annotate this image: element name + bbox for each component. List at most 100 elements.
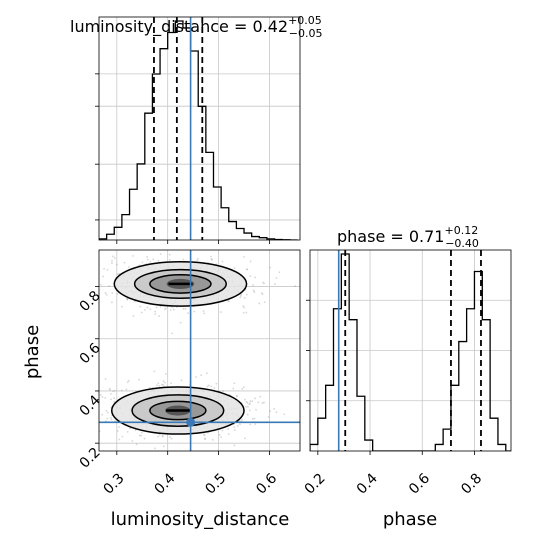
h2-plot-area — [310, 250, 511, 451]
scatter-point — [210, 258, 213, 260]
scatter-point — [172, 308, 175, 311]
scatter-point — [126, 430, 129, 433]
luminosity-distance-histogram-panel — [95, 16, 301, 244]
scatter-point — [160, 243, 162, 245]
scatter-point — [245, 293, 248, 296]
luminosity-distance-title-upper: +0.05 — [288, 14, 322, 27]
scatter-point — [113, 400, 115, 403]
scatter-point — [161, 383, 163, 386]
scatter-point — [126, 298, 129, 301]
mode-0-contour-2 — [113, 260, 248, 307]
scatter-point — [267, 416, 270, 418]
scatter-point — [251, 400, 254, 402]
scatter-point — [99, 394, 102, 396]
h2-xtick-label-1: 0.4 — [354, 470, 381, 497]
scatter-point — [294, 285, 297, 287]
scatter-point — [233, 444, 236, 447]
scatter-point — [273, 407, 276, 410]
scatter-point — [110, 262, 113, 264]
scatter-point — [149, 308, 152, 311]
phase-title-upper: +0.12 — [444, 224, 478, 237]
scatter-point — [158, 434, 161, 436]
scatter-point — [243, 255, 245, 258]
scatter-point — [218, 433, 221, 436]
scatter-point — [235, 395, 238, 398]
luminosity-distance-title-main: luminosity_distance = 0.42 — [70, 17, 288, 37]
scatter-point — [140, 431, 143, 434]
y-axis-label-phase: phase — [22, 325, 43, 379]
scatter-point — [220, 436, 223, 439]
scatter-point — [146, 256, 148, 258]
scatter-point — [249, 275, 252, 278]
scatter-point — [261, 402, 264, 405]
scatter-point — [169, 309, 172, 311]
scatter-point — [211, 438, 214, 441]
scatter-point — [168, 253, 171, 256]
density-xtick-label-2: 0.5 — [202, 471, 229, 498]
scatter-point — [143, 437, 146, 440]
scatter-point — [278, 271, 281, 274]
scatter-point — [123, 261, 126, 264]
scatter-point — [101, 396, 104, 398]
scatter-point — [241, 418, 244, 421]
phase-title-main: phase = 0.71 — [337, 227, 444, 246]
scatter-point — [118, 426, 120, 428]
scatter-point — [193, 310, 196, 313]
scatter-point — [233, 429, 236, 431]
scatter-point — [126, 297, 129, 300]
scatter-point — [108, 284, 111, 287]
scatter-point — [162, 445, 165, 448]
scatter-point — [146, 258, 149, 261]
scatter-point — [106, 268, 109, 271]
scatter-point — [83, 425, 85, 427]
scatter-point — [245, 405, 247, 408]
scatter-point — [259, 395, 262, 398]
scatter-point — [134, 429, 137, 432]
mode-1-contour-2 — [110, 386, 245, 435]
scatter-point — [219, 311, 222, 313]
scatter-point — [138, 434, 141, 437]
scatter-point — [204, 438, 206, 441]
scatter-point — [243, 297, 246, 299]
scatter-point — [132, 314, 135, 317]
scatter-point — [275, 277, 278, 279]
scatter-point — [158, 315, 161, 317]
scatter-point — [138, 378, 140, 381]
scatter-point — [242, 305, 245, 307]
scatter-point — [210, 255, 212, 258]
scatter-point — [109, 416, 112, 419]
scatter-point — [154, 310, 156, 313]
h1-frame — [98, 16, 301, 241]
scatter-point — [140, 434, 143, 437]
scatter-point — [244, 437, 246, 440]
scatter-point — [156, 435, 159, 438]
scatter-point — [104, 292, 107, 294]
scatter-point — [106, 411, 109, 414]
scatter-point — [111, 292, 114, 294]
scatter-point — [115, 263, 118, 266]
truth-marker — [186, 417, 196, 427]
luminosity-distance-title: luminosity_distance = 0.42+0.05 −0.05 — [70, 14, 323, 40]
scatter-point — [139, 305, 142, 308]
scatter-point — [233, 267, 236, 270]
joint-density-panel: 0.3 0.4 0.5 0.6 0.2 0.4 0.6 0.8 — [77, 243, 301, 498]
scatter-point — [236, 395, 238, 397]
scatter-point — [221, 260, 224, 263]
scatter-point — [105, 293, 108, 296]
scatter-point — [251, 417, 254, 420]
scatter-point — [170, 382, 173, 385]
mode-1-contour-0 — [149, 400, 207, 421]
scatter-point — [113, 397, 115, 400]
scatter-point — [164, 381, 166, 384]
scatter-point — [249, 400, 252, 403]
scatter-point — [112, 390, 115, 393]
scatter-point — [242, 311, 245, 314]
scatter-point — [227, 299, 230, 302]
scatter-point — [109, 388, 112, 391]
scatter-point — [254, 423, 257, 426]
scatter-point — [263, 401, 265, 404]
scatter-point — [252, 289, 255, 292]
scatter-point — [96, 283, 98, 285]
scatter-point — [242, 386, 245, 389]
